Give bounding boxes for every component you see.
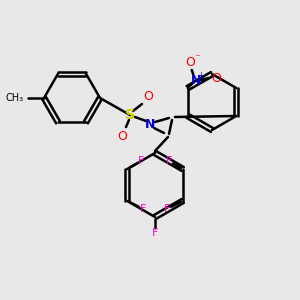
Text: CH₃: CH₃ (6, 93, 24, 103)
Text: ⁻: ⁻ (194, 53, 200, 63)
Text: F: F (164, 204, 170, 214)
Text: F: F (140, 204, 146, 214)
Text: F: F (152, 228, 158, 238)
Text: O: O (117, 130, 127, 142)
Text: F: F (138, 156, 145, 166)
Text: N: N (190, 74, 201, 86)
Text: O: O (143, 89, 153, 103)
Text: +: + (197, 70, 204, 80)
Text: O: O (211, 71, 221, 85)
Text: O: O (185, 56, 195, 68)
Text: S: S (125, 108, 135, 122)
Text: N: N (145, 118, 155, 131)
Text: F: F (166, 156, 172, 166)
